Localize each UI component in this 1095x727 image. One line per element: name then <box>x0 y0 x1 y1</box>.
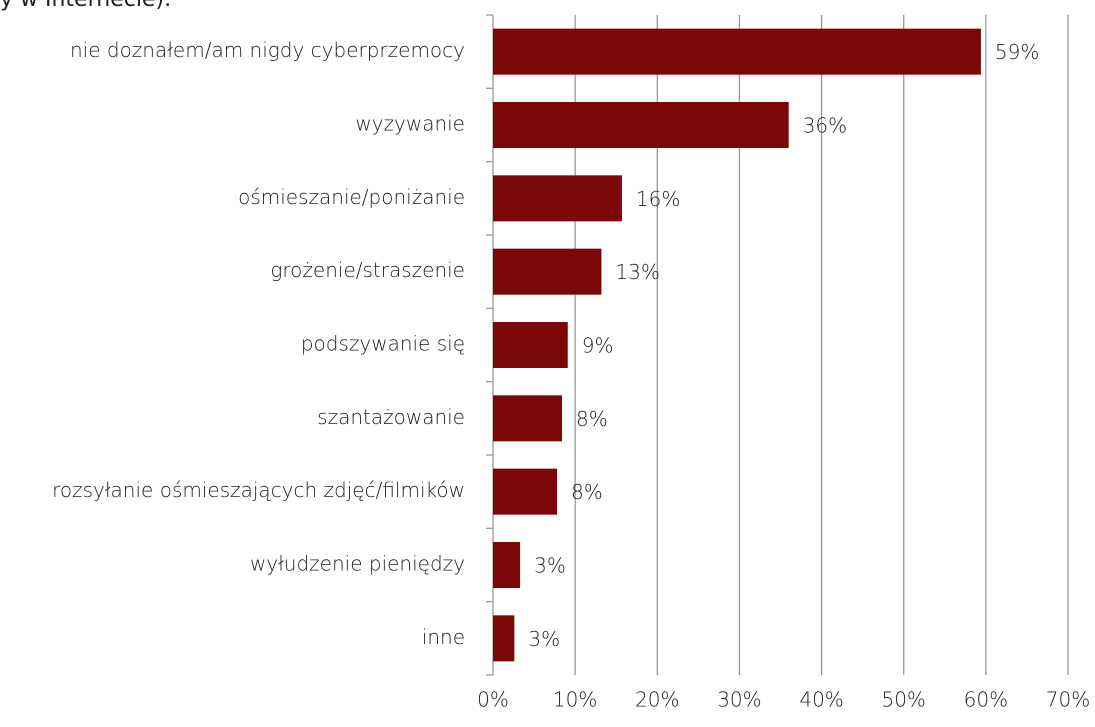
bar <box>493 395 562 442</box>
value-label: 59% <box>995 40 1039 64</box>
y-tick-label: nie doznałem/am nigdy cyberprzemocy <box>70 38 465 62</box>
x-tick-label: 60% <box>964 688 1008 712</box>
value-label: 16% <box>636 187 680 211</box>
bar <box>493 468 558 515</box>
value-label: 8% <box>571 480 603 504</box>
bar <box>493 175 622 222</box>
value-label: 8% <box>576 407 608 431</box>
y-tick-label: rozsyłanie ośmieszających zdjęć/filmików <box>52 478 465 502</box>
y-tick-label: wyłudzenie pieniędzy <box>250 552 465 576</box>
y-tick-label: wyzywanie <box>355 112 465 136</box>
x-tick-label: 20% <box>635 688 679 712</box>
value-label: 3% <box>528 627 560 651</box>
y-tick-label: ośmieszanie/poniżanie <box>238 185 465 209</box>
y-tick-label: inne <box>422 625 465 649</box>
y-tick-label: grożenie/straszenie <box>270 258 465 282</box>
bar <box>493 322 568 368</box>
x-tick-label: 70% <box>1046 688 1090 712</box>
value-label: 13% <box>615 260 659 284</box>
chart-title: y w Internecie): <box>0 0 171 12</box>
y-tick-label: podszywanie się <box>301 332 465 356</box>
x-tick-label: 0% <box>477 688 509 712</box>
bar <box>493 102 789 148</box>
x-tick-label: 50% <box>881 688 925 712</box>
bar <box>493 542 521 588</box>
x-tick-label: 10% <box>553 688 597 712</box>
value-label: 9% <box>582 334 614 358</box>
value-label: 3% <box>534 554 566 578</box>
value-label: 36% <box>803 114 847 138</box>
y-tick-label: szantażowanie <box>317 405 465 429</box>
bar <box>493 28 981 75</box>
x-tick-label: 40% <box>799 688 843 712</box>
bar <box>493 248 602 295</box>
bar <box>493 615 515 662</box>
x-tick-label: 30% <box>717 688 761 712</box>
